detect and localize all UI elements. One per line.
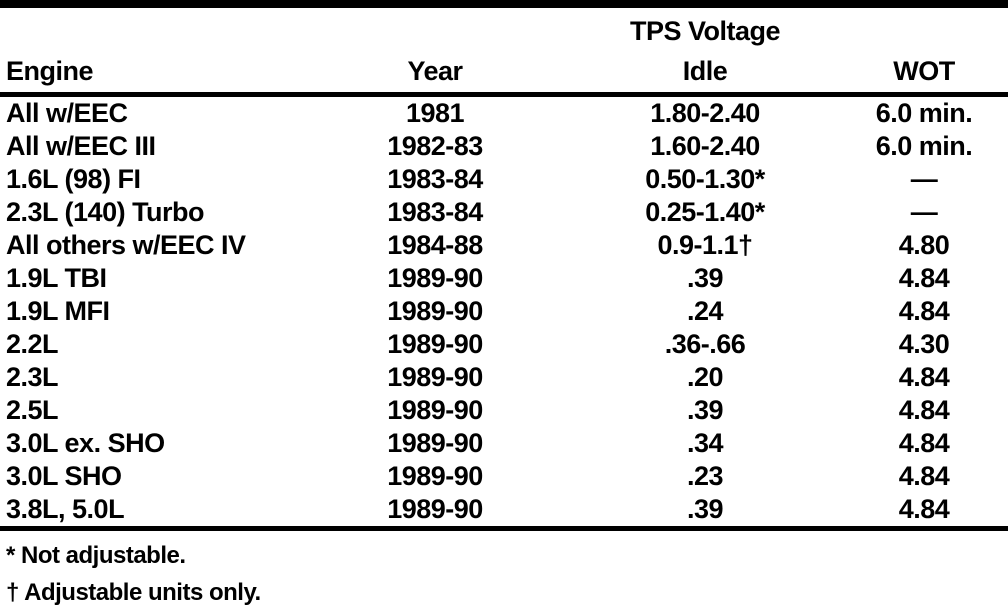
idle-voltage-cell: 0.25-1.40* bbox=[645, 197, 765, 227]
year-cell: 1989-90 bbox=[387, 362, 483, 392]
table-row: 2.3L (140) Turbo 1983-84 0.25-1.40* — bbox=[0, 196, 1008, 229]
idle-voltage-cell: .36-.66 bbox=[664, 329, 746, 359]
wot-voltage-cell: — bbox=[910, 197, 938, 227]
wot-voltage-cell: 6.0 min. bbox=[875, 98, 973, 128]
table-row: 2.2L 1989-90 .36-.66 4.30 bbox=[0, 328, 1008, 361]
table-row: All others w/EEC IV 1984-88 0.9-1.1† 4.8… bbox=[0, 229, 1008, 262]
year-cell: 1989-90 bbox=[387, 329, 483, 359]
engine-cell: 3.0L SHO bbox=[6, 461, 122, 491]
table-row: 3.8L, 5.0L 1989-90 .39 4.84 bbox=[0, 493, 1008, 529]
wot-voltage-cell: 4.84 bbox=[898, 494, 950, 524]
idle-voltage-cell: 0.9-1.1† bbox=[657, 230, 753, 260]
engine-cell: 3.8L, 5.0L bbox=[6, 494, 125, 524]
footnotes-section: * Not adjustable. † Adjustable units onl… bbox=[0, 531, 1008, 608]
column-header-idle: Idle bbox=[682, 56, 728, 86]
year-cell: 1989-90 bbox=[387, 263, 483, 293]
header-spacer-engine bbox=[0, 4, 300, 48]
engine-cell: 1.6L (98) FI bbox=[6, 164, 141, 194]
year-cell: 1984-88 bbox=[387, 230, 483, 260]
footnote-not-adjustable: * Not adjustable. bbox=[6, 542, 186, 569]
table-header: TPS Voltage Engine Year Idle WOT bbox=[0, 4, 1008, 95]
table-row: All w/EEC III 1982-83 1.60-2.40 6.0 min. bbox=[0, 130, 1008, 163]
wot-voltage-cell: 4.84 bbox=[898, 428, 950, 458]
column-header-wot: WOT bbox=[893, 56, 955, 86]
year-cell: 1989-90 bbox=[387, 296, 483, 326]
engine-cell: 2.5L bbox=[6, 395, 59, 425]
year-cell: 1989-90 bbox=[387, 494, 483, 524]
engine-cell: 2.3L (140) Turbo bbox=[6, 197, 205, 227]
footnote-adjustable-units-only: † Adjustable units only. bbox=[6, 579, 261, 606]
table-row: 1.6L (98) FI 1983-84 0.50-1.30* — bbox=[0, 163, 1008, 196]
wot-voltage-cell: 6.0 min. bbox=[875, 131, 973, 161]
year-cell: 1983-84 bbox=[387, 197, 483, 227]
year-cell: 1989-90 bbox=[387, 395, 483, 425]
table-row: 2.3L 1989-90 .20 4.84 bbox=[0, 361, 1008, 394]
engine-cell: All w/EEC III bbox=[6, 131, 156, 161]
column-header-year: Year bbox=[407, 56, 463, 86]
engine-cell: All others w/EEC IV bbox=[6, 230, 246, 260]
year-cell: 1981 bbox=[405, 98, 465, 128]
idle-voltage-cell: .39 bbox=[686, 395, 724, 425]
wot-voltage-cell: 4.84 bbox=[898, 296, 950, 326]
tps-voltage-table: TPS Voltage Engine Year Idle WOT All w/E… bbox=[0, 0, 1008, 531]
engine-cell: 1.9L TBI bbox=[6, 263, 107, 293]
header-group-row: TPS Voltage bbox=[0, 4, 1008, 48]
engine-cell: 2.3L bbox=[6, 362, 59, 392]
wot-voltage-cell: 4.80 bbox=[898, 230, 950, 260]
wot-voltage-cell: 4.84 bbox=[898, 362, 950, 392]
wot-voltage-cell: 4.30 bbox=[898, 329, 950, 359]
column-header-engine: Engine bbox=[6, 56, 94, 86]
table-row: 1.9L MFI 1989-90 .24 4.84 bbox=[0, 295, 1008, 328]
wot-voltage-cell: 4.84 bbox=[898, 395, 950, 425]
table-row: All w/EEC 1981 1.80-2.40 6.0 min. bbox=[0, 95, 1008, 131]
year-cell: 1989-90 bbox=[387, 428, 483, 458]
table-row: 3.0L SHO 1989-90 .23 4.84 bbox=[0, 460, 1008, 493]
idle-voltage-cell: .23 bbox=[686, 461, 724, 491]
idle-voltage-cell: .24 bbox=[686, 296, 724, 326]
wot-voltage-cell: 4.84 bbox=[898, 263, 950, 293]
engine-cell: 3.0L ex. SHO bbox=[6, 428, 165, 458]
table-body: All w/EEC 1981 1.80-2.40 6.0 min. All w/… bbox=[0, 95, 1008, 529]
idle-voltage-cell: .39 bbox=[686, 263, 724, 293]
tps-voltage-group-header: TPS Voltage bbox=[629, 16, 781, 46]
wot-voltage-cell: 4.84 bbox=[898, 461, 950, 491]
idle-voltage-cell: 1.80-2.40 bbox=[650, 98, 760, 128]
idle-voltage-cell: .34 bbox=[686, 428, 724, 458]
header-spacer-wot bbox=[840, 4, 1008, 48]
year-cell: 1989-90 bbox=[387, 461, 483, 491]
idle-voltage-cell: 0.50-1.30* bbox=[645, 164, 765, 194]
table-row: 1.9L TBI 1989-90 .39 4.84 bbox=[0, 262, 1008, 295]
table-row: 3.0L ex. SHO 1989-90 .34 4.84 bbox=[0, 427, 1008, 460]
engine-cell: All w/EEC bbox=[6, 98, 128, 128]
header-columns-row: Engine Year Idle WOT bbox=[0, 48, 1008, 95]
year-cell: 1983-84 bbox=[387, 164, 483, 194]
idle-voltage-cell: .20 bbox=[686, 362, 724, 392]
idle-voltage-cell: .39 bbox=[686, 494, 724, 524]
table-row: 2.5L 1989-90 .39 4.84 bbox=[0, 394, 1008, 427]
engine-cell: 2.2L bbox=[6, 329, 59, 359]
wot-voltage-cell: — bbox=[910, 164, 938, 194]
year-cell: 1982-83 bbox=[387, 131, 483, 161]
idle-voltage-cell: 1.60-2.40 bbox=[650, 131, 760, 161]
header-spacer-year bbox=[300, 4, 570, 48]
engine-cell: 1.9L MFI bbox=[6, 296, 110, 326]
